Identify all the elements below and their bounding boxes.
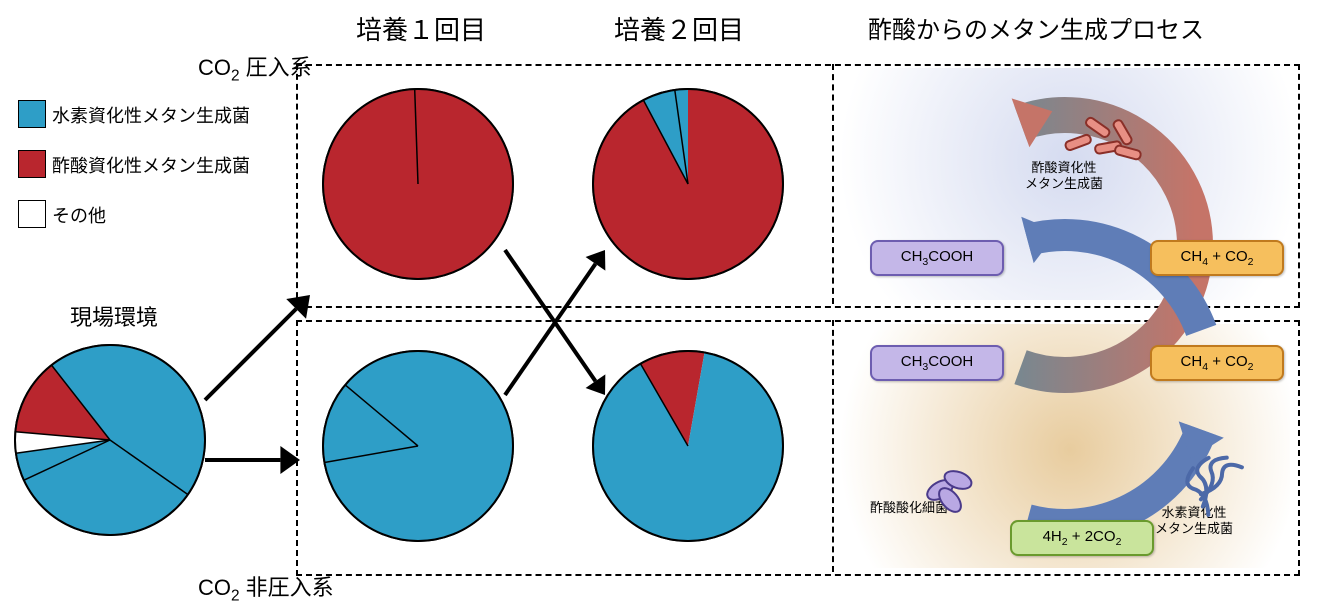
chem-box: CH4 + CO2 <box>1150 345 1284 381</box>
chem-box: CH4 + CO2 <box>1150 240 1284 276</box>
bacteria-ovals-icon <box>920 455 990 515</box>
bacteria-squiggle-icon <box>1185 450 1265 520</box>
flow-arrows <box>0 0 1318 610</box>
chem-box: CH3COOH <box>870 345 1004 381</box>
chem-box: CH3COOH <box>870 240 1004 276</box>
bacteria-rods-icon <box>1055 108 1145 168</box>
chem-box: 4H2 + 2CO2 <box>1010 520 1154 556</box>
